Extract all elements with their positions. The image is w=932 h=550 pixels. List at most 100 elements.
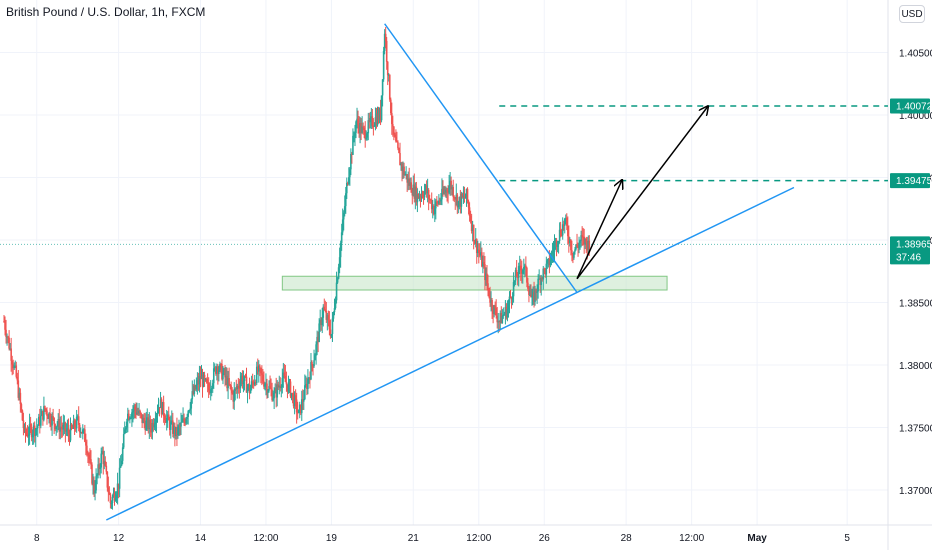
candle-body bbox=[342, 212, 345, 220]
candle-body bbox=[427, 189, 430, 200]
candle-body bbox=[515, 270, 518, 278]
candle-body bbox=[505, 306, 508, 318]
candle-body bbox=[567, 225, 569, 237]
candle-body bbox=[245, 376, 248, 393]
candle-body bbox=[263, 381, 265, 387]
candle-body bbox=[101, 450, 104, 454]
candle-body bbox=[246, 387, 249, 393]
candle-body bbox=[514, 270, 517, 281]
candle-body bbox=[275, 388, 277, 398]
candle-body bbox=[229, 384, 231, 386]
candle-body bbox=[131, 412, 133, 418]
candle-body bbox=[158, 407, 161, 409]
candle-body bbox=[548, 258, 551, 266]
candle-body bbox=[223, 369, 225, 374]
candle-body bbox=[481, 252, 483, 267]
candle-body bbox=[373, 125, 376, 127]
candle-body bbox=[534, 289, 536, 302]
candle-body bbox=[501, 315, 504, 324]
candle-body bbox=[130, 417, 132, 419]
candle-body bbox=[358, 124, 360, 134]
candle-body bbox=[568, 236, 570, 243]
candle-body bbox=[93, 480, 95, 494]
candle-body bbox=[28, 424, 31, 436]
candle-body bbox=[90, 459, 92, 465]
candle-body bbox=[211, 383, 214, 389]
candle-body bbox=[222, 373, 224, 380]
candle-body bbox=[166, 414, 169, 418]
candle-body bbox=[116, 483, 119, 495]
candle-body bbox=[464, 197, 467, 199]
candle-body bbox=[408, 178, 411, 186]
candle-body bbox=[140, 413, 142, 415]
candle-body bbox=[268, 386, 270, 391]
candle-body bbox=[494, 305, 496, 309]
candle-body bbox=[64, 422, 67, 432]
candle-body bbox=[68, 433, 71, 441]
candle-body bbox=[312, 364, 314, 367]
candle-body bbox=[95, 476, 97, 491]
candle-body bbox=[80, 432, 83, 434]
candle-body bbox=[290, 392, 293, 397]
candle-body bbox=[220, 364, 222, 366]
candle-body bbox=[22, 420, 25, 429]
candle-body bbox=[209, 389, 212, 393]
candle-body bbox=[392, 124, 394, 127]
candle-body bbox=[396, 141, 398, 143]
candle-body bbox=[357, 118, 359, 125]
candle-body bbox=[509, 296, 512, 298]
candle-body bbox=[184, 421, 186, 424]
candle-body bbox=[262, 374, 264, 382]
candle-body bbox=[380, 95, 383, 121]
candle-body bbox=[270, 387, 272, 390]
candle-body bbox=[134, 406, 136, 410]
candle-body bbox=[42, 410, 44, 420]
candle-body bbox=[300, 399, 303, 414]
candle-body bbox=[535, 289, 537, 293]
candle-body bbox=[508, 296, 511, 304]
candle-body bbox=[371, 116, 374, 126]
candle-body bbox=[378, 109, 381, 121]
candle-body bbox=[298, 404, 301, 410]
candle-body bbox=[356, 118, 358, 122]
candle-body bbox=[20, 404, 23, 411]
candle-body bbox=[66, 428, 69, 431]
candle-body bbox=[296, 412, 299, 414]
candle-body bbox=[196, 380, 199, 385]
candle-body bbox=[227, 378, 229, 389]
candle-body bbox=[51, 416, 53, 426]
candle-body bbox=[404, 174, 406, 176]
candle-body bbox=[517, 266, 520, 278]
candle-body bbox=[532, 292, 534, 297]
candle-body bbox=[463, 195, 466, 198]
candle-body bbox=[540, 277, 543, 285]
candle-body bbox=[476, 249, 479, 254]
candle-body bbox=[236, 385, 239, 390]
candle-body bbox=[53, 417, 55, 425]
candle-body bbox=[492, 310, 494, 314]
candle-body bbox=[253, 381, 256, 385]
projection-arrow bbox=[576, 106, 708, 280]
x-tick-label: 14 bbox=[195, 533, 207, 544]
candle-body bbox=[582, 236, 584, 238]
candle-body bbox=[397, 142, 399, 149]
candle-body bbox=[310, 362, 312, 380]
candle-body bbox=[100, 453, 103, 468]
candle-body bbox=[377, 113, 380, 121]
candle-body bbox=[551, 252, 554, 254]
candle-body bbox=[375, 117, 378, 126]
candle-body bbox=[379, 109, 382, 121]
candle-body bbox=[266, 383, 268, 393]
candle-body bbox=[50, 422, 52, 426]
candle-body bbox=[571, 250, 573, 254]
candle-body bbox=[536, 291, 538, 293]
candle-body bbox=[584, 238, 587, 245]
currency-button[interactable]: USD bbox=[899, 5, 925, 23]
candle-body bbox=[145, 420, 148, 431]
candle-body bbox=[447, 191, 449, 193]
candle-body bbox=[471, 224, 474, 231]
candle-body bbox=[497, 321, 500, 323]
candle-body bbox=[332, 312, 335, 319]
